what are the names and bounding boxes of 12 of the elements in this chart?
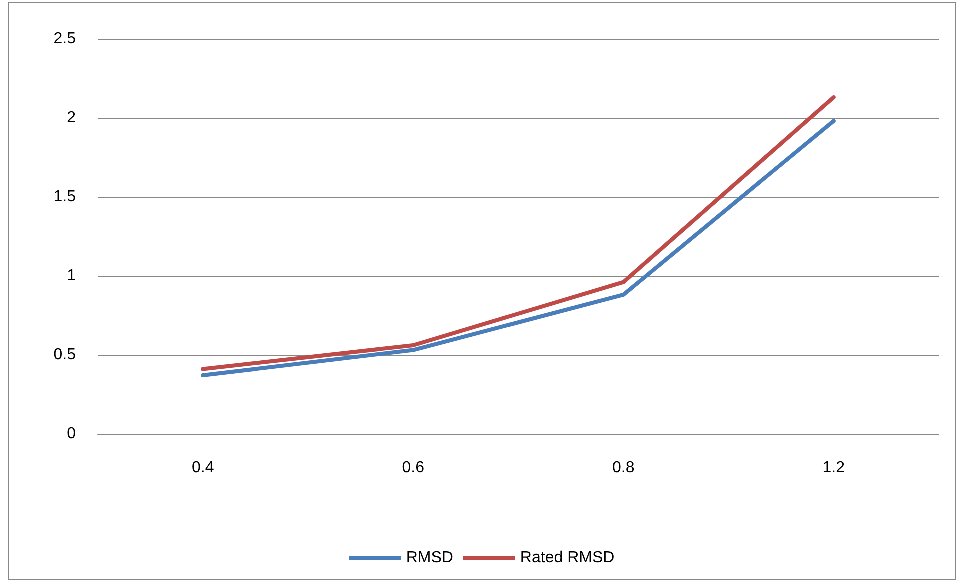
y-tick-label: 2.5	[54, 30, 76, 48]
legend-label: Rated RMSD	[520, 550, 615, 566]
x-tick-label: 0.4	[192, 460, 214, 476]
y-tick-label: 0	[67, 426, 76, 442]
x-tick-label: 1.2	[822, 460, 846, 476]
x-tick-label: 0.8	[612, 460, 635, 476]
legend-label: RMSD	[406, 550, 454, 566]
y-tick-label: 1.5	[54, 188, 76, 206]
y-tick-label: 2	[67, 110, 76, 126]
y-tick-label: 1	[67, 268, 76, 284]
y-tick-label: 0.5	[54, 346, 76, 364]
x-tick-label: 0.6	[402, 460, 425, 476]
